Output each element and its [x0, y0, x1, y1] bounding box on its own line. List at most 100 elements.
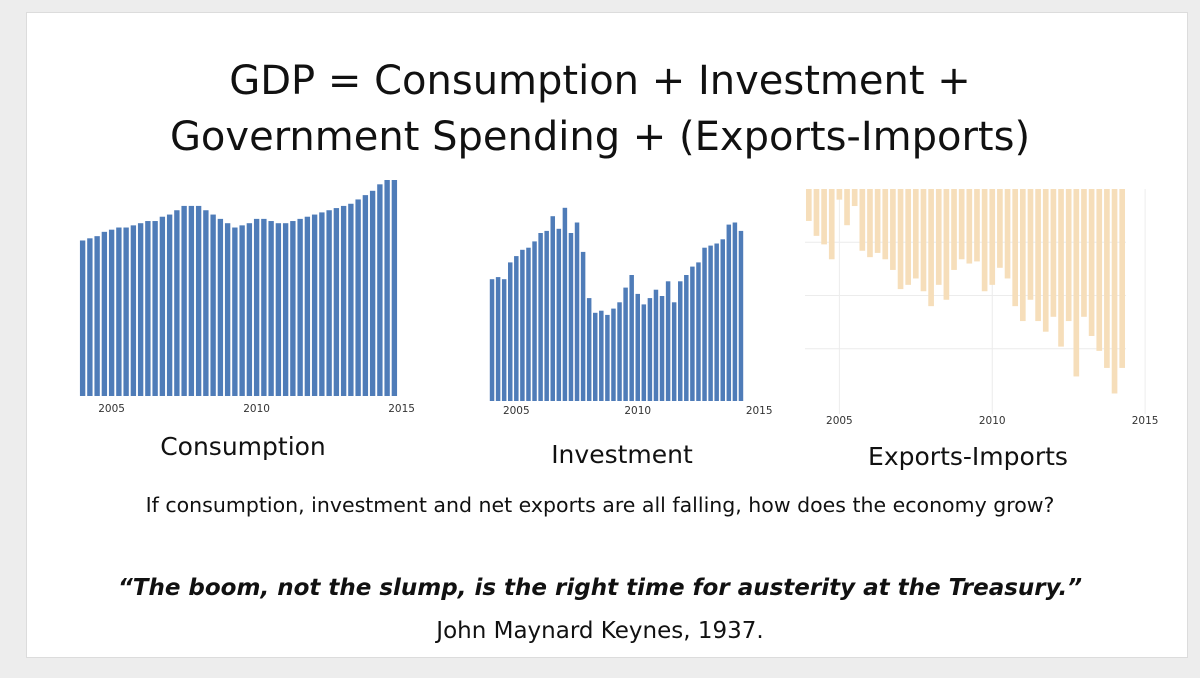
- exports-imports-bar: [1012, 189, 1019, 307]
- exports-imports-chart: 2005 2010 2015: [805, 189, 1158, 427]
- exports-imports-bar: [943, 189, 950, 300]
- consumption-bar: [210, 214, 216, 396]
- exports-imports-bar: [935, 189, 942, 285]
- consumption-bar: [130, 225, 137, 396]
- investment-bar: [593, 312, 598, 401]
- consumption-bar: [326, 210, 332, 396]
- exports-imports-bar: [1104, 189, 1110, 368]
- investment-bar: [665, 281, 671, 401]
- consumption-bar: [290, 221, 296, 396]
- exports-imports-bar: [1035, 189, 1041, 322]
- investment-bar: [574, 222, 580, 401]
- exports-imports-bar: [890, 189, 896, 270]
- exports-imports-bar: [1088, 189, 1095, 336]
- investment-bar: [653, 289, 659, 401]
- exports-imports-bar: [966, 189, 973, 264]
- consumption-bar: [203, 210, 209, 396]
- investment-bar: [495, 277, 501, 401]
- investment-bar: [556, 228, 562, 401]
- slide-title-line-2: Government Spending + (Exports-Imports): [169, 114, 1031, 160]
- exports-imports-bar: [1065, 189, 1072, 322]
- investment-bar: [647, 298, 653, 401]
- exports-imports-bar: [1058, 189, 1064, 347]
- consumption-x-tick-label: 2015: [388, 403, 415, 415]
- exports-imports-bar: [851, 189, 858, 207]
- consumption-bar: [116, 227, 122, 396]
- investment-bar: [708, 245, 713, 401]
- exports-imports-bar: [912, 189, 919, 279]
- consumption-chart: 2005 2010 2015: [79, 180, 415, 415]
- investment-caption: Investment: [551, 440, 693, 469]
- exports-imports-bar: [1050, 189, 1057, 317]
- consumption-bar: [384, 180, 390, 396]
- investment-bar: [617, 302, 622, 401]
- exports-imports-bar: [1111, 189, 1118, 394]
- investment-x-tick-label: 2005: [503, 405, 530, 417]
- investment-bar: [520, 249, 525, 401]
- consumption-bar: [152, 221, 158, 396]
- consumption-bar: [333, 208, 340, 396]
- investment-bar: [568, 233, 574, 401]
- consumption-bar: [391, 180, 398, 396]
- investment-bar: [544, 230, 549, 401]
- consumption-bar: [101, 231, 108, 396]
- exports-imports-bar: [928, 189, 934, 307]
- investment-bar: [489, 279, 495, 401]
- consumption-bar: [377, 184, 383, 396]
- exports-imports-bar: [958, 189, 965, 260]
- consumption-bar: [369, 190, 376, 396]
- investment-bar: [605, 314, 610, 401]
- exports-imports-bar: [905, 189, 912, 285]
- exports-imports-bar: [1073, 189, 1080, 377]
- consumption-bar: [224, 223, 231, 396]
- investment-bar: [508, 262, 513, 401]
- consumption-bar: [261, 218, 267, 396]
- exports-imports-bar: [1042, 189, 1049, 332]
- consumption-bar: [79, 240, 86, 396]
- exports-imports-bar: [805, 189, 812, 221]
- consumption-bar: [166, 214, 173, 396]
- investment-bar: [659, 296, 665, 401]
- investment-bar: [641, 304, 647, 401]
- exports-imports-caption: Exports-Imports: [868, 442, 1068, 471]
- investment-bar: [726, 224, 732, 401]
- investment-bar: [684, 275, 689, 401]
- exports-imports-bar: [821, 189, 827, 245]
- exports-imports-bar: [997, 189, 1003, 268]
- investment-x-tick-label: 2015: [746, 405, 773, 417]
- question-text: If consumption, investment and net expor…: [145, 493, 1055, 517]
- consumption-bar: [253, 218, 260, 396]
- investment-bar: [550, 216, 555, 401]
- consumption-bar: [268, 221, 274, 396]
- investment-bar: [720, 239, 725, 401]
- exports-imports-bar: [974, 189, 980, 262]
- exports-imports-x-tick-label: 2005: [826, 415, 853, 427]
- exports-imports-bar: [1019, 189, 1026, 322]
- exports-imports-bar: [1096, 189, 1103, 351]
- exports-imports-bar: [836, 189, 843, 200]
- consumption-bar: [108, 229, 115, 396]
- investment-bar: [702, 247, 707, 401]
- investment-bar: [629, 275, 634, 401]
- consumption-bar: [181, 205, 187, 396]
- consumption-bar: [232, 227, 238, 396]
- exports-imports-bar: [989, 189, 996, 285]
- investment-bar: [562, 207, 568, 401]
- exports-imports-bar: [813, 189, 820, 236]
- consumption-bar: [174, 210, 180, 396]
- consumption-bar: [87, 238, 93, 396]
- exports-imports-bar: [897, 189, 904, 290]
- investment-chart: 2005 2010 2015: [489, 207, 773, 417]
- exports-imports-bar: [1004, 189, 1011, 279]
- consumption-bar: [123, 227, 129, 396]
- investment-bar: [623, 287, 628, 401]
- consumption-bar: [246, 223, 253, 396]
- investment-bar: [714, 243, 719, 401]
- exports-imports-bar: [859, 189, 866, 251]
- consumption-bar: [137, 223, 144, 396]
- exports-imports-bar: [844, 189, 850, 226]
- consumption-bar: [340, 205, 347, 396]
- investment-bar: [526, 247, 531, 401]
- consumption-bar: [217, 218, 224, 396]
- investment-bar: [635, 293, 640, 401]
